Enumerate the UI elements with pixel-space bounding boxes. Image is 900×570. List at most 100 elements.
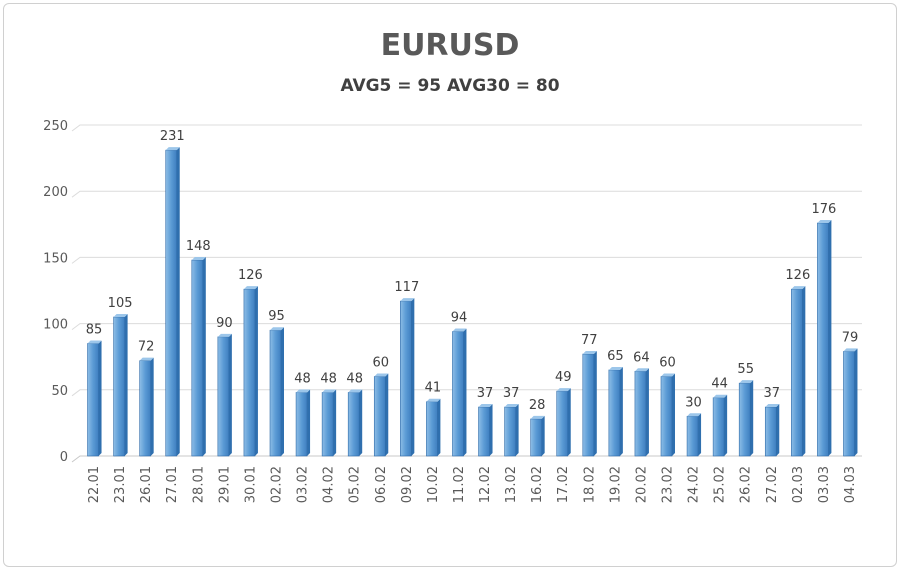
data-label: 48 <box>346 371 363 386</box>
x-tick-label: 25.02 <box>713 466 728 503</box>
data-label: 95 <box>268 309 285 324</box>
bar <box>686 415 699 457</box>
x-tick-label: 30.01 <box>243 466 258 503</box>
bar <box>478 406 490 457</box>
bar-top <box>478 404 493 408</box>
data-label: 126 <box>785 268 810 283</box>
bar-side <box>307 389 311 456</box>
bar <box>452 331 464 457</box>
bar-side <box>515 404 519 456</box>
bar <box>139 360 151 457</box>
gridline <box>71 323 862 331</box>
bar-top <box>191 257 206 261</box>
bar-top <box>504 404 519 408</box>
bar-top <box>217 333 232 337</box>
bar-top <box>739 380 754 384</box>
x-tick-label: 17.02 <box>556 466 571 503</box>
bar-top <box>322 389 337 393</box>
data-label: 49 <box>555 370 572 385</box>
bar <box>426 401 438 457</box>
bar-side <box>281 327 284 456</box>
bar <box>295 392 308 457</box>
gridline <box>71 389 862 397</box>
bar-side <box>385 373 389 456</box>
x-tick-label: 26.01 <box>139 466 154 503</box>
bar-side <box>463 328 467 456</box>
bar <box>556 390 569 457</box>
bar-top <box>530 415 545 419</box>
data-label: 64 <box>633 350 650 365</box>
data-label: 28 <box>529 398 546 413</box>
x-tick-label: 24.02 <box>687 466 702 503</box>
y-tick-label: 50 <box>51 384 68 399</box>
bar-top <box>374 373 389 377</box>
y-tick-label: 250 <box>43 119 68 134</box>
bar-top <box>296 389 311 393</box>
x-tick-label: 11.02 <box>452 466 467 503</box>
x-tick-label: 29.01 <box>217 466 232 503</box>
x-tick-label: 06.02 <box>374 466 389 503</box>
bar-top <box>634 368 649 372</box>
bar-top <box>817 219 832 223</box>
x-tick-label: 04.02 <box>322 466 337 503</box>
y-tick-label: 200 <box>43 185 68 200</box>
bar-top <box>687 413 702 417</box>
bar-side <box>150 357 154 456</box>
bar-top <box>661 373 675 377</box>
bar-top <box>452 328 467 332</box>
bar-side <box>541 415 545 456</box>
x-tick-label: 23.02 <box>661 466 676 503</box>
bar-side <box>437 398 441 456</box>
x-tick-label: 20.02 <box>634 466 649 503</box>
x-tick-label: 19.02 <box>608 466 623 503</box>
data-label: 176 <box>811 202 836 217</box>
bar-side <box>254 286 258 456</box>
x-tick-label: 23.01 <box>113 466 128 503</box>
y-tick-label: 0 <box>60 450 68 465</box>
bar-side <box>698 413 702 456</box>
bar <box>738 382 751 457</box>
bar-side <box>724 394 728 456</box>
bar-top <box>400 298 415 302</box>
bar-side <box>645 368 649 456</box>
bar <box>817 222 829 457</box>
data-label: 37 <box>503 386 520 401</box>
bar-side <box>854 348 858 456</box>
bar <box>321 392 334 457</box>
bar <box>764 406 777 457</box>
x-tick-label: 02.02 <box>270 466 285 503</box>
chart-frame <box>3 3 897 567</box>
data-label: 72 <box>138 340 155 355</box>
bar <box>530 418 542 457</box>
x-tick-label: 16.02 <box>530 466 545 503</box>
data-label: 85 <box>86 322 103 337</box>
bar-side <box>802 286 806 456</box>
bar <box>191 259 204 457</box>
data-label: 148 <box>186 239 211 254</box>
bar <box>347 392 360 457</box>
bar-top <box>608 366 623 370</box>
x-tick-label: 05.02 <box>348 466 363 503</box>
x-tick-label: 27.01 <box>165 466 180 503</box>
x-tick-label: 27.02 <box>765 466 780 503</box>
data-label: 117 <box>394 280 419 295</box>
data-label: 48 <box>320 371 337 386</box>
gridline <box>71 455 862 463</box>
data-label: 126 <box>238 268 263 283</box>
bar-side <box>489 404 493 456</box>
data-label: 37 <box>477 386 494 401</box>
bar-side <box>359 389 363 456</box>
x-tick-label: 03.02 <box>296 466 311 503</box>
bar-top <box>87 340 102 344</box>
x-tick-label: 28.01 <box>191 466 206 503</box>
bar-side <box>567 388 571 456</box>
bar <box>843 351 855 457</box>
x-tick-label: 02.03 <box>791 466 806 503</box>
x-tick-label: 22.01 <box>87 466 102 503</box>
data-label: 60 <box>659 356 676 371</box>
bar-side <box>672 373 675 456</box>
y-tick-label: 150 <box>43 251 68 266</box>
bar-side <box>776 404 780 456</box>
bar <box>87 343 99 457</box>
